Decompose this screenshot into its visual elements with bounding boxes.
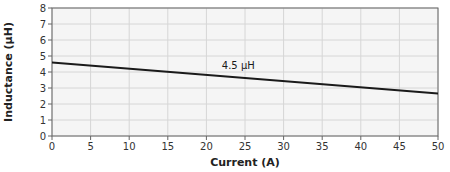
y-tick-label: 6 (40, 35, 46, 46)
x-tick (283, 136, 284, 140)
x-tick-label: 20 (200, 141, 213, 152)
x-tick (245, 136, 246, 140)
y-tick (48, 40, 52, 41)
y-tick-label: 1 (40, 115, 46, 126)
x-tick-label: 50 (432, 141, 445, 152)
x-tick (438, 136, 439, 140)
x-tick (90, 136, 91, 140)
plot-frame (52, 8, 438, 136)
y-tick-label: 5 (40, 51, 46, 62)
x-tick (360, 136, 361, 140)
y-tick (48, 136, 52, 137)
y-grid-line (52, 40, 438, 41)
y-tick-label: 7 (40, 19, 46, 30)
x-tick (52, 136, 53, 140)
y-grid-line (52, 56, 438, 57)
x-tick-label: 10 (123, 141, 136, 152)
y-tick-label: 0 (40, 131, 46, 142)
y-grid-line (52, 120, 438, 121)
y-tick (48, 72, 52, 73)
y-tick (48, 8, 52, 9)
y-grid-line (52, 72, 438, 73)
plot-area (52, 8, 438, 136)
y-grid-line (52, 24, 438, 25)
annotation: 4.5 μH (222, 60, 255, 71)
y-tick-label: 8 (40, 3, 46, 14)
x-tick-label: 15 (161, 141, 174, 152)
x-axis-label: Current (A) (210, 156, 280, 169)
y-tick-label: 2 (40, 99, 46, 110)
y-tick (48, 104, 52, 105)
x-tick-label: 25 (239, 141, 252, 152)
x-tick (322, 136, 323, 140)
y-tick (48, 56, 52, 57)
x-tick (399, 136, 400, 140)
y-tick (48, 120, 52, 121)
grid (52, 8, 438, 136)
y-tick-label: 4 (40, 67, 46, 78)
x-tick (167, 136, 168, 140)
y-tick-label: 3 (40, 83, 46, 94)
x-tick (129, 136, 130, 140)
chart: 05101520253035404550012345678Current (A)… (0, 0, 450, 172)
y-axis-label: Inductance (μH) (2, 22, 15, 122)
y-grid-line (52, 104, 438, 105)
y-tick (48, 88, 52, 89)
x-tick (206, 136, 207, 140)
x-tick-label: 0 (49, 141, 55, 152)
x-tick-label: 35 (316, 141, 329, 152)
x-tick-label: 40 (354, 141, 367, 152)
axes: 05101520253035404550012345678 (40, 3, 445, 153)
x-tick-label: 5 (87, 141, 93, 152)
x-tick-label: 30 (277, 141, 290, 152)
y-tick (48, 24, 52, 25)
x-tick-label: 45 (393, 141, 406, 152)
